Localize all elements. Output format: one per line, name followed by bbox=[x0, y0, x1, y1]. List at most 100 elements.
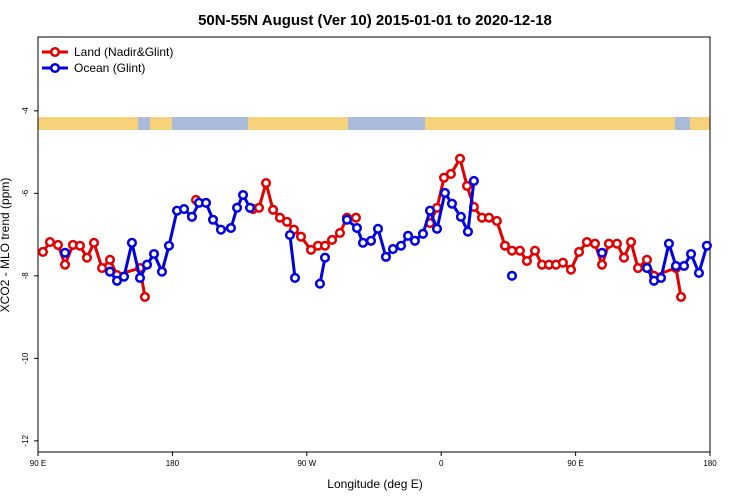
x-tick-label: 90 W bbox=[297, 459, 316, 468]
data-point bbox=[134, 272, 146, 283]
land-band bbox=[425, 117, 675, 130]
data-point bbox=[611, 238, 623, 249]
data-point bbox=[350, 212, 361, 223]
data-point bbox=[319, 240, 331, 251]
data-point bbox=[655, 272, 667, 283]
data-point bbox=[387, 243, 399, 255]
legend-marker bbox=[49, 62, 61, 74]
data-point bbox=[126, 237, 137, 248]
data-point bbox=[341, 214, 353, 225]
data-point bbox=[446, 198, 458, 209]
data-point bbox=[260, 177, 272, 189]
data-point bbox=[357, 237, 368, 248]
data-point bbox=[632, 262, 644, 274]
data-point bbox=[529, 245, 541, 256]
x-tick-label: 0 bbox=[439, 459, 444, 468]
data-point bbox=[455, 211, 466, 222]
data-point bbox=[52, 239, 64, 250]
legend-label: Ocean (Glint) bbox=[74, 61, 145, 75]
data-point bbox=[439, 187, 450, 198]
data-point bbox=[491, 215, 502, 227]
land-band bbox=[38, 117, 138, 130]
data-point bbox=[37, 246, 48, 257]
data-point bbox=[81, 252, 93, 263]
data-point bbox=[573, 246, 585, 257]
data-point bbox=[693, 267, 704, 279]
data-point bbox=[701, 240, 712, 251]
data-point bbox=[268, 204, 279, 215]
x-tick-label: 180 bbox=[166, 459, 180, 468]
data-point bbox=[372, 223, 384, 234]
data-point bbox=[118, 271, 130, 282]
y-tick-label: -8 bbox=[21, 272, 30, 280]
data-point bbox=[581, 236, 592, 248]
data-point bbox=[139, 291, 150, 302]
data-point bbox=[104, 266, 116, 277]
data-point bbox=[499, 240, 511, 251]
data-point bbox=[678, 260, 690, 272]
data-point bbox=[596, 259, 608, 270]
data-point bbox=[641, 262, 653, 274]
data-point bbox=[148, 248, 160, 260]
data-point bbox=[380, 251, 391, 262]
x-tick-label: 180 bbox=[703, 459, 717, 468]
data-point bbox=[295, 231, 307, 242]
data-point bbox=[281, 216, 292, 227]
data-point bbox=[589, 238, 601, 249]
data-point bbox=[483, 212, 495, 223]
data-point bbox=[618, 252, 630, 263]
data-point bbox=[557, 257, 568, 268]
land-band bbox=[150, 117, 172, 130]
data-point bbox=[685, 248, 697, 260]
data-point bbox=[88, 237, 100, 248]
x-tick-label: 90 E bbox=[30, 459, 46, 468]
data-point bbox=[314, 278, 325, 289]
data-point bbox=[641, 254, 653, 265]
data-point bbox=[178, 203, 190, 215]
legend-label: Land (Nadir&Glint) bbox=[74, 45, 173, 59]
data-point bbox=[186, 211, 198, 222]
data-point bbox=[506, 245, 518, 256]
data-point bbox=[445, 168, 456, 180]
map-strip bbox=[38, 117, 710, 130]
y-tick-label: -12 bbox=[21, 435, 30, 447]
data-point bbox=[104, 254, 116, 265]
data-point bbox=[365, 235, 377, 246]
x-axis-label: Longitude (deg E) bbox=[327, 477, 422, 491]
data-point bbox=[225, 222, 236, 234]
data-point bbox=[506, 270, 518, 281]
data-point bbox=[461, 180, 473, 191]
data-point bbox=[454, 153, 466, 164]
data-point bbox=[521, 255, 532, 267]
data-point bbox=[44, 236, 55, 248]
data-point bbox=[596, 247, 608, 258]
data-point bbox=[402, 230, 414, 241]
data-point bbox=[334, 227, 346, 238]
data-point bbox=[663, 238, 674, 249]
data-point bbox=[565, 264, 577, 275]
data-point bbox=[284, 229, 295, 241]
data-point bbox=[462, 226, 473, 237]
x-tick-label: 90 E bbox=[567, 459, 583, 468]
data-point bbox=[274, 212, 285, 223]
data-point bbox=[59, 259, 71, 270]
data-point bbox=[237, 189, 249, 201]
data-point bbox=[111, 275, 123, 286]
data-point bbox=[424, 205, 436, 216]
data-point bbox=[417, 228, 429, 239]
data-point bbox=[232, 202, 243, 213]
data-point bbox=[395, 240, 407, 251]
data-point bbox=[670, 260, 682, 272]
data-point bbox=[215, 224, 226, 235]
data-point bbox=[59, 247, 71, 258]
y-tick-label: -6 bbox=[21, 189, 30, 197]
data-point bbox=[207, 214, 219, 225]
y-tick-label: -4 bbox=[21, 107, 30, 115]
data-point bbox=[305, 244, 317, 255]
y-axis-label: XCO2 - MLO trend (ppm) bbox=[0, 178, 12, 313]
data-point bbox=[675, 291, 687, 302]
data-point bbox=[431, 223, 443, 234]
data-point bbox=[326, 234, 338, 246]
data-point bbox=[74, 240, 86, 251]
